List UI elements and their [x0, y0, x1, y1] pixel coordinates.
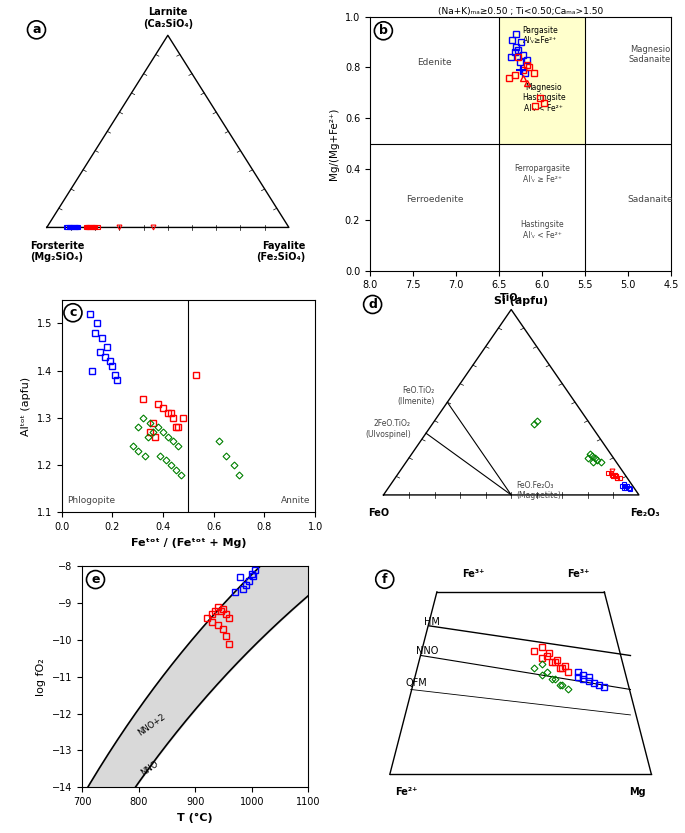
- Text: Magnesio
Hastingsite
Alᴵᵥ < Fe²⁺: Magnesio Hastingsite Alᴵᵥ < Fe²⁺: [522, 83, 566, 112]
- Text: Fe₂O₃: Fe₂O₃: [630, 508, 660, 518]
- Text: c: c: [69, 307, 77, 319]
- Text: NNO+2: NNO+2: [136, 712, 167, 737]
- Text: Magnesio
Sadanaite: Magnesio Sadanaite: [629, 45, 671, 64]
- Text: FeO.Fe₂O₃
(Magnetite): FeO.Fe₂O₃ (Magnetite): [516, 481, 561, 501]
- Text: Annite: Annite: [281, 496, 310, 506]
- Text: Edenite: Edenite: [417, 57, 452, 67]
- Bar: [499, 17, 585, 143]
- Text: Fe³⁺: Fe³⁺: [567, 569, 589, 579]
- Text: QFM: QFM: [406, 678, 427, 688]
- Text: f: f: [382, 573, 388, 586]
- Text: Fe³⁺: Fe³⁺: [462, 569, 485, 579]
- Text: TiO₂: TiO₂: [500, 293, 523, 303]
- Text: Mg: Mg: [630, 787, 646, 797]
- Y-axis label: Alᵗᵒᵗ (apfu): Alᵗᵒᵗ (apfu): [21, 377, 31, 436]
- X-axis label: Si (apfu): Si (apfu): [493, 296, 548, 306]
- Text: Ferropargasite
Alᴵᵥ ≥ Fe²⁺: Ferropargasite Alᴵᵥ ≥ Fe²⁺: [514, 164, 570, 184]
- Text: e: e: [91, 573, 100, 586]
- Text: FeO.TiO₂
(Ilmenite): FeO.TiO₂ (Ilmenite): [397, 387, 434, 406]
- Text: b: b: [379, 24, 388, 37]
- Title: (Na+K)ₘₐ≥0.50 ; Ti<0.50;Caₘₐ>1.50: (Na+K)ₘₐ≥0.50 ; Ti<0.50;Caₘₐ>1.50: [438, 7, 603, 16]
- X-axis label: Feᵗᵒᵗ / (Feᵗᵒᵗ + Mg): Feᵗᵒᵗ / (Feᵗᵒᵗ + Mg): [131, 537, 246, 547]
- Text: Ferroedenite: Ferroedenite: [406, 195, 463, 204]
- Text: Forsterite
(Mg₂SiO₄): Forsterite (Mg₂SiO₄): [30, 241, 84, 262]
- Text: a: a: [32, 23, 40, 37]
- Text: NNO: NNO: [416, 646, 438, 656]
- Text: HM: HM: [424, 616, 440, 626]
- Y-axis label: Mg/(Mg+Fe²⁺): Mg/(Mg+Fe²⁺): [329, 107, 339, 180]
- Text: FeO: FeO: [368, 508, 389, 518]
- Text: Phlogopite: Phlogopite: [66, 496, 115, 506]
- Text: Fe²⁺: Fe²⁺: [395, 787, 417, 797]
- Text: NNO: NNO: [138, 760, 160, 778]
- Text: Sadanaite: Sadanaite: [627, 195, 673, 204]
- Text: Fayalite
(Fe₂SiO₄): Fayalite (Fe₂SiO₄): [257, 241, 306, 262]
- Text: Pargasite
Alᴵᵥ≥Fe²⁺: Pargasite Alᴵᵥ≥Fe²⁺: [523, 26, 558, 46]
- Y-axis label: log fO₂: log fO₂: [36, 658, 47, 696]
- Text: Larnite
(Ca₂SiO₄): Larnite (Ca₂SiO₄): [142, 7, 193, 29]
- Text: 2FeO.TiO₂
(Ulvospinel): 2FeO.TiO₂ (Ulvospinel): [365, 419, 411, 439]
- Text: d: d: [368, 298, 377, 311]
- Text: Hastingsite
Alᴵᵥ < Fe²⁺: Hastingsite Alᴵᵥ < Fe²⁺: [521, 221, 564, 240]
- X-axis label: T (°C): T (°C): [177, 812, 213, 822]
